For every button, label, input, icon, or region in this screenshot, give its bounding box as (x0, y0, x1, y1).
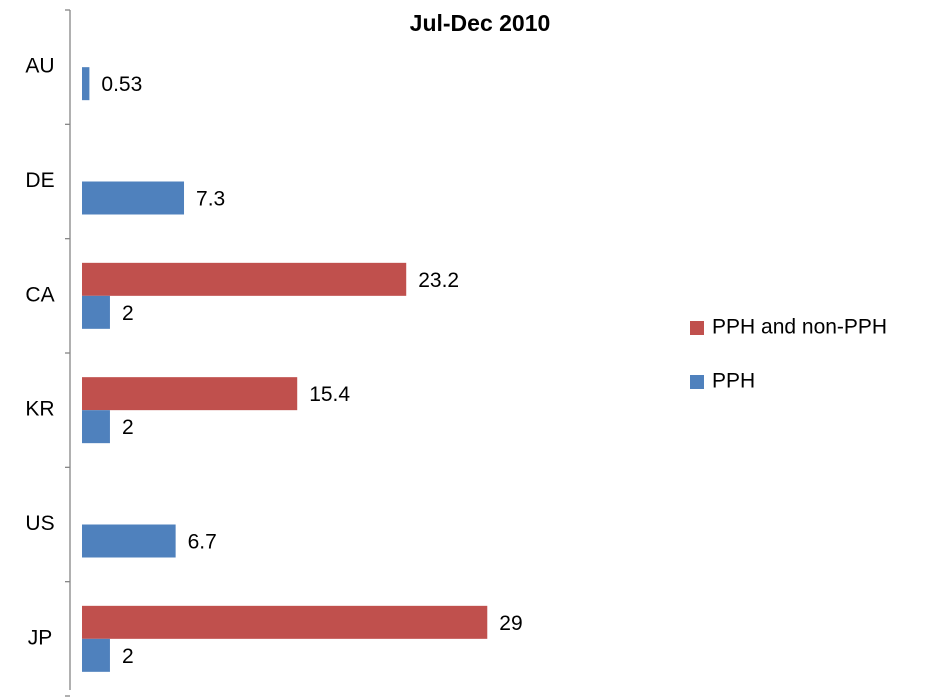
legend-swatch (690, 375, 704, 389)
chart-title: Jul-Dec 2010 (410, 10, 551, 36)
bar (82, 181, 185, 215)
y-tick-label: US (25, 512, 54, 535)
data-label: 6.7 (188, 531, 217, 554)
y-tick-label: KR (25, 398, 54, 421)
y-tick-label: JP (28, 626, 53, 649)
legend-swatch (690, 321, 704, 335)
data-label: 0.53 (101, 73, 142, 96)
data-label: 2 (122, 645, 134, 668)
y-tick-label: DE (25, 169, 54, 192)
data-label: 7.3 (196, 188, 225, 211)
data-label: 15.4 (309, 383, 350, 406)
data-label: 2 (122, 302, 134, 325)
bar (82, 524, 176, 558)
data-label: 2 (122, 416, 134, 439)
legend-label: PPH and non-PPH (712, 316, 887, 339)
y-tick-label: AU (25, 55, 54, 78)
y-tick-label: CA (25, 283, 54, 306)
legend-label: PPH (712, 370, 755, 393)
bar (82, 638, 110, 672)
bar (82, 295, 110, 329)
bar (82, 410, 110, 444)
bar (82, 67, 90, 101)
data-label: 29 (499, 612, 522, 635)
bar (82, 262, 407, 296)
data-label: 23.2 (418, 269, 459, 292)
bar (82, 377, 298, 411)
bar (82, 605, 488, 639)
